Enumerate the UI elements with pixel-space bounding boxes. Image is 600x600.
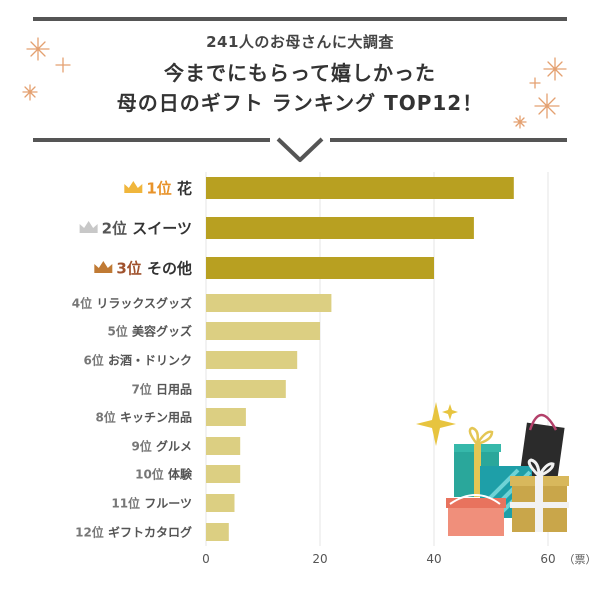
category-label-4: 4位 リラックスグッズ	[72, 295, 192, 310]
bronze-crown-icon	[94, 261, 113, 273]
category-name: フルーツ	[144, 496, 192, 510]
category-name: スイーツ	[132, 219, 192, 237]
header: 241人のお母さんに大調査 今までにもらって嬉しかった 母の日のギフト ランキン…	[0, 30, 600, 118]
category-label-5: 5位 美容グッズ	[107, 323, 192, 338]
bar-3	[206, 257, 434, 279]
bar-2	[206, 217, 474, 239]
bar-8	[206, 408, 246, 426]
x-tick-label: 20	[312, 552, 327, 566]
title-line-2: 母の日のギフト ランキング TOP12！	[116, 91, 484, 115]
category-name: 花	[177, 179, 192, 197]
category-label-10: 10位 体験	[135, 466, 193, 481]
rank-label: 6位	[83, 352, 103, 367]
bar-4	[206, 294, 332, 312]
category-name: その他	[147, 259, 192, 277]
category-name: 日用品	[156, 382, 192, 396]
x-tick-label: 40	[426, 552, 441, 566]
category-label-3: 3位 その他	[116, 259, 192, 277]
gift-boxes-icon	[416, 402, 569, 536]
bar-1	[206, 177, 514, 199]
bar-12	[206, 523, 229, 541]
category-name: リラックスグッズ	[96, 295, 192, 310]
category-label-1: 1位 花	[146, 179, 192, 197]
category-name: ギフトカタログ	[108, 524, 192, 539]
category-name: 美容グッズ	[132, 323, 192, 338]
x-tick-label: 60	[540, 552, 555, 566]
bar-11	[206, 494, 235, 512]
rank-label: 11位	[111, 495, 140, 510]
rank-label: 12位	[75, 524, 104, 539]
bar-7	[206, 380, 286, 398]
category-labels: 1位 花 2位 スイーツ 3位 その他 4位 リラックスグッズ 5位 美容グッズ 6位 お…	[72, 179, 193, 539]
category-label-12: 12位 ギフトカタログ	[75, 524, 192, 539]
sparkle-left-icon	[22, 37, 71, 101]
category-label-2: 2位 スイーツ	[102, 219, 192, 237]
rank-label: 2位	[102, 219, 127, 237]
category-name: 体験	[168, 466, 193, 481]
rank-label: 10位	[135, 466, 164, 481]
x-axis-unit: （票）	[564, 553, 597, 566]
title-line-1: 今までにもらって嬉しかった	[164, 61, 436, 85]
x-axis: 0 20 40 60 （票）	[202, 552, 596, 566]
bar-6	[206, 351, 298, 369]
rank-label: 4位	[72, 295, 92, 310]
header-divider	[33, 137, 567, 162]
rank-label: 8位	[95, 409, 115, 424]
category-name: キッチン用品	[120, 410, 192, 424]
rank-label: 3位	[116, 259, 141, 277]
category-label-6: 6位 お酒・ドリンク	[83, 352, 192, 367]
category-name: グルメ	[156, 438, 192, 453]
gold-crown-icon	[124, 181, 143, 193]
rank-label: 1位	[146, 179, 171, 197]
sparkle-right-icon	[513, 57, 567, 129]
category-name: お酒・ドリンク	[108, 353, 192, 367]
x-tick-label: 0	[202, 552, 210, 566]
bar-5	[206, 322, 320, 340]
category-label-9: 9位 グルメ	[131, 438, 192, 453]
category-label-8: 8位 キッチン用品	[95, 409, 192, 424]
bars	[206, 177, 514, 541]
frame-top-border	[33, 17, 567, 21]
silver-crown-icon	[79, 221, 98, 233]
bar-10	[206, 465, 241, 483]
bar-9	[206, 437, 241, 455]
rank-label: 5位	[107, 323, 127, 338]
survey-subtitle: 241人のお母さんに大調査	[206, 33, 394, 51]
rank-label: 7位	[131, 381, 151, 396]
rank-label: 9位	[131, 438, 151, 453]
category-label-11: 11位 フルーツ	[111, 495, 192, 510]
category-label-7: 7位 日用品	[131, 381, 192, 396]
